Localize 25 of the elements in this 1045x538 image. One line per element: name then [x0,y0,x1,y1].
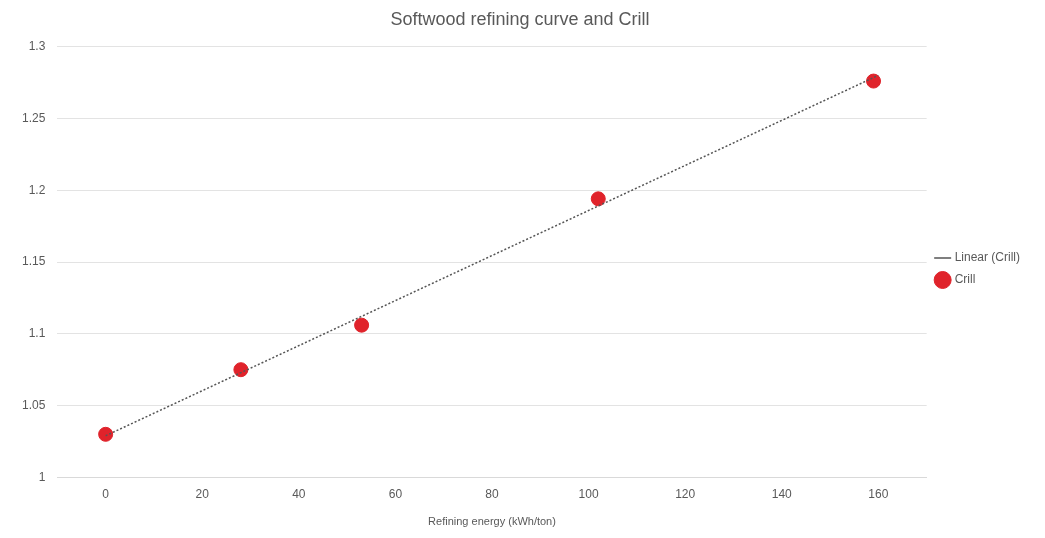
x-tick-label: 100 [578,486,599,501]
point [233,362,249,378]
x-tick-label: 0 [102,486,110,501]
y-tick-label: 1 [38,469,46,484]
legend-label: Crill [954,272,976,287]
x-tick-label: 80 [485,486,499,501]
y-tick-label: 1.05 [22,397,46,412]
x-tick-label: 60 [388,486,403,501]
x-tick-label: 40 [292,486,306,501]
y-tick-label: 1.2 [28,182,46,197]
x-axis-title: Refining energy (kWh/ton) [428,515,556,528]
chart-title: Softwood refining curve and Crill [390,8,650,29]
y-tick-label: 1.3 [28,38,46,53]
y-tick-label: 1.25 [22,110,46,125]
x-tick-label: 140 [771,486,793,501]
point [590,191,606,207]
x-tick-label: 20 [195,486,210,501]
point [98,426,114,442]
x-tick-label: 160 [868,486,889,501]
point [866,73,882,89]
legend-label: Linear (Crill) [954,250,1020,265]
x-tick-label: 120 [675,486,696,501]
point [354,317,370,333]
y-tick-label: 1.15 [22,254,46,269]
y-tick-label: 1.1 [28,326,46,341]
